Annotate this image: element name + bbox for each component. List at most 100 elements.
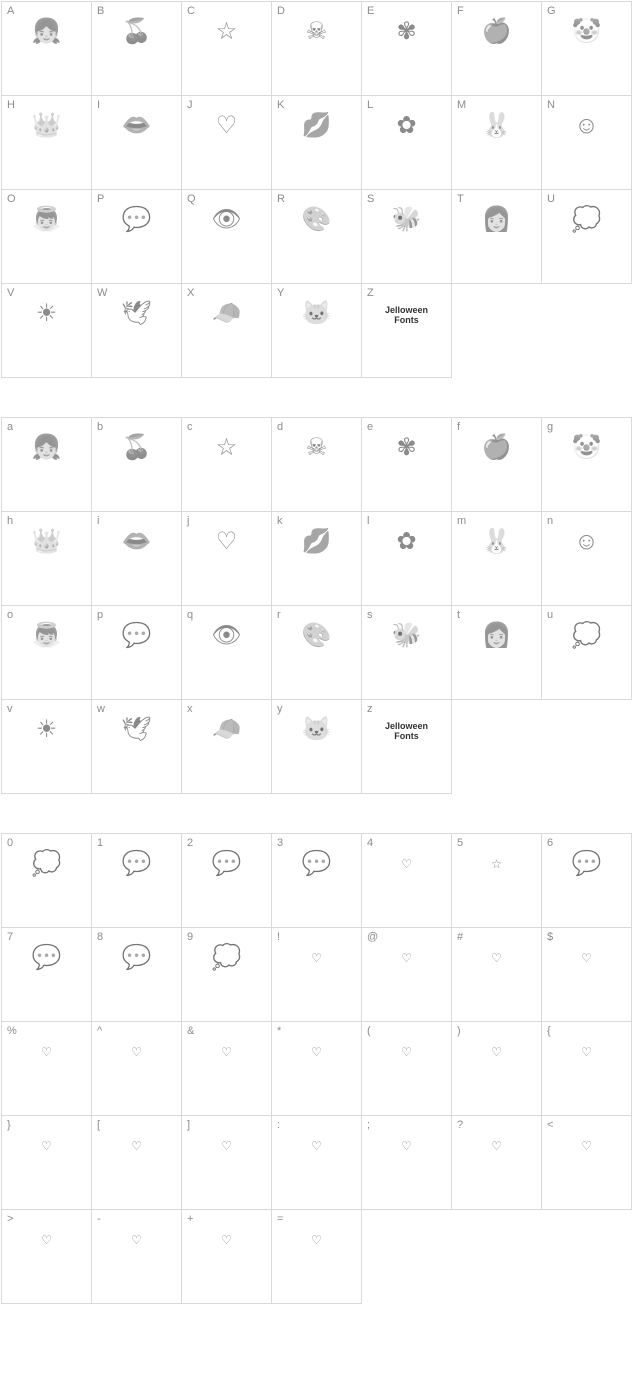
section-uppercase: A👧B🍒C☆D☠E✾F🍎G🤡H👑I👄J♡K💋L✿M🐰N☺O👼P💬Q👁R🎨S🐝T👩… [2, 2, 640, 378]
eye-icon: 👁 [182, 208, 271, 232]
cell-label: T [457, 193, 464, 205]
font-name-text: Jelloween Fonts [362, 722, 451, 742]
glyph-cell: G🤡 [541, 1, 632, 96]
apple-icon: 🍎 [452, 436, 541, 460]
kiss-icon: 💋 [272, 530, 361, 554]
cherry-bubble-icon: 💬 [2, 946, 91, 970]
heart-small-icon: ♡ [272, 1140, 361, 1152]
cell-label: i [97, 515, 99, 527]
cell-label: ? [457, 1119, 463, 1131]
cell-label: ) [457, 1025, 461, 1037]
cell-label: g [547, 421, 553, 433]
bee-icon: 🐝 [362, 624, 451, 648]
glyph-cell: u💭 [541, 605, 632, 700]
glyph-cell: }♡ [1, 1115, 92, 1210]
cell-label: Y [277, 287, 284, 299]
cell-label: ; [367, 1119, 370, 1131]
heart-small-icon: ♡ [92, 1234, 181, 1246]
cell-label: t [457, 609, 460, 621]
cell-label: G [547, 5, 556, 17]
cell-label: # [457, 931, 463, 943]
face-girl-icon: 👧 [2, 436, 91, 460]
cell-label: J [187, 99, 193, 111]
glyph-cell: A👧 [1, 1, 92, 96]
cell-label: Q [187, 193, 196, 205]
cell-label: 0 [7, 837, 13, 849]
glyph-cell: r🎨 [271, 605, 362, 700]
glyph-cell: s🐝 [361, 605, 452, 700]
heart-small-icon: ♡ [452, 1140, 541, 1152]
glyph-cell: I👄 [91, 95, 182, 190]
font-name-text: Jelloween Fonts [362, 306, 451, 326]
glyph-cell: 6💬 [541, 833, 632, 928]
speech-bubble-icon: 💭 [182, 946, 271, 970]
lips-icon: 👄 [92, 114, 181, 138]
cell-label: a [7, 421, 13, 433]
glyph-cell: :♡ [271, 1115, 362, 1210]
glyph-cell: p💬 [91, 605, 182, 700]
glyph-cell: $♡ [541, 927, 632, 1022]
heart-small-icon: ♡ [272, 952, 361, 964]
cell-label: % [7, 1025, 17, 1037]
glyph-cell: x🧢 [181, 699, 272, 794]
glyph-cell: j♡ [181, 511, 272, 606]
glyph-cell: w🕊 [91, 699, 182, 794]
glyph-cell: 9💭 [181, 927, 272, 1022]
star-outline-icon: ☆ [182, 436, 271, 460]
glyph-cell: m🐰 [451, 511, 542, 606]
glyph-cell: b🍒 [91, 417, 182, 512]
skull-crossbones-icon: ☠ [272, 436, 361, 460]
cell-label: B [97, 5, 104, 17]
cell-label: F [457, 5, 464, 17]
glyph-cell: +♡ [181, 1209, 272, 1304]
glyph-cell: J♡ [181, 95, 272, 190]
cell-label: 6 [547, 837, 553, 849]
glyph-cell: M🐰 [451, 95, 542, 190]
cell-label: * [277, 1025, 281, 1037]
smile-crown-icon: ☺ [542, 530, 631, 554]
heart-small-icon: ♡ [362, 1046, 451, 1058]
cell-label: E [367, 5, 374, 17]
glyph-cell: d☠ [271, 417, 362, 512]
cell-label: M [457, 99, 466, 111]
cell-label: 1 [97, 837, 103, 849]
cell-label: 2 [187, 837, 193, 849]
cell-label: m [457, 515, 466, 527]
glyph-cell: >♡ [1, 1209, 92, 1304]
cell-label: > [7, 1213, 13, 1225]
apple-icon: 🍎 [452, 20, 541, 44]
glyph-cell: ?♡ [451, 1115, 542, 1210]
glyph-cell: 4♡ [361, 833, 452, 928]
flower-icon: ✾ [362, 436, 451, 460]
heart-small-icon: ♡ [2, 1234, 91, 1246]
cell-label: { [547, 1025, 551, 1037]
glyph-cell: o👼 [1, 605, 92, 700]
heart-small-icon: ♡ [542, 1140, 631, 1152]
glyph-cell: Y🐱 [271, 283, 362, 378]
glyph-cell: n☺ [541, 511, 632, 606]
cell-label: ^ [97, 1025, 102, 1037]
glyph-cell: g🤡 [541, 417, 632, 512]
glyph-cell: V☀ [1, 283, 92, 378]
glyph-cell: e✾ [361, 417, 452, 512]
glyph-cell: X🧢 [181, 283, 272, 378]
glyph-cell: 1💬 [91, 833, 182, 928]
palette-icon: 🎨 [272, 208, 361, 232]
cell-label: o [7, 609, 13, 621]
cell-label: R [277, 193, 285, 205]
cell-label: u [547, 609, 553, 621]
glyph-cell: 8💬 [91, 927, 182, 1022]
cell-label: ! [277, 931, 280, 943]
cell-label: = [277, 1213, 283, 1225]
skull-crossbones-icon: ☠ [272, 20, 361, 44]
glyph-cell: K💋 [271, 95, 362, 190]
glyph-cell: @♡ [361, 927, 452, 1022]
cherry-bubble-icon: 💬 [182, 852, 271, 876]
heart-small-icon: ♡ [2, 1140, 91, 1152]
glyph-cell: 5☆ [451, 833, 542, 928]
glyph-cell: l✿ [361, 511, 452, 606]
cell-label: U [547, 193, 555, 205]
cell-label: D [277, 5, 285, 17]
cell-label: v [7, 703, 13, 715]
glyph-cell: R🎨 [271, 189, 362, 284]
